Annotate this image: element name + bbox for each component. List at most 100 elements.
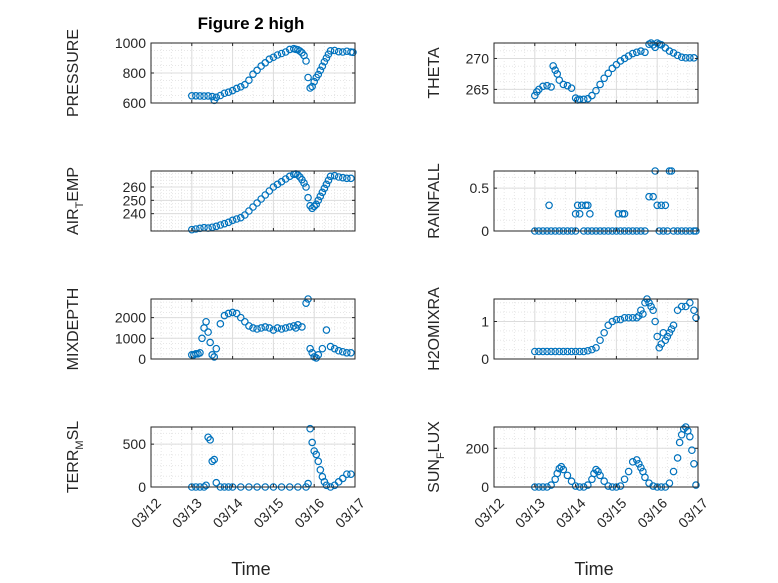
data-point — [600, 477, 608, 485]
data-point — [196, 92, 204, 100]
subplot-5: 0 1000 2000 MIXDEPTH — [65, 288, 356, 371]
data-point — [692, 481, 700, 489]
data-point — [584, 346, 592, 355]
data-point — [330, 171, 339, 180]
data-point — [334, 47, 343, 56]
data-point — [624, 313, 633, 322]
data-point — [349, 48, 357, 57]
y-axis-label: PRESSURE — [65, 29, 82, 117]
data-point — [649, 192, 657, 201]
data-point — [294, 321, 302, 329]
y-tick-label: 0 — [481, 479, 489, 495]
data-point — [573, 201, 582, 210]
data-point — [343, 470, 351, 478]
data-point — [563, 471, 572, 480]
data-point — [588, 345, 596, 354]
axes-box — [493, 170, 699, 232]
data-point — [298, 323, 306, 331]
y-tick-label: 1000 — [115, 330, 146, 346]
data-point — [208, 92, 217, 101]
data-point — [588, 91, 596, 100]
data-point — [661, 336, 670, 345]
y-tick-label: 1 — [481, 314, 489, 330]
data-point — [204, 92, 212, 100]
data-point — [316, 192, 325, 201]
data-point — [192, 92, 200, 100]
data-point — [300, 179, 308, 187]
axes-box — [150, 426, 356, 488]
x-tick-label: 03/16 — [291, 495, 327, 531]
data-point — [196, 224, 204, 233]
data-point — [686, 298, 694, 307]
data-point — [604, 69, 613, 78]
data-point — [224, 309, 233, 318]
data-point — [549, 62, 557, 70]
data-point — [616, 482, 625, 490]
data-point — [657, 201, 666, 210]
data-point — [314, 457, 323, 466]
data-point — [253, 66, 261, 75]
data-point — [632, 313, 641, 322]
data-point — [265, 55, 274, 64]
data-point — [547, 83, 555, 91]
data-point — [322, 54, 331, 62]
data-point — [665, 328, 674, 337]
x-tick-label: 03/13 — [512, 495, 548, 531]
subplot-7: 0 500 TERRMSL 03/12 03/13 03/14 03/15 03/16 03/1… — [65, 421, 368, 531]
y-tick-label: 600 — [123, 95, 147, 111]
data-point — [628, 49, 637, 58]
data-point — [245, 322, 253, 330]
data-point — [241, 211, 249, 219]
x-tick-label: 03/12 — [128, 495, 164, 531]
data-point — [310, 202, 319, 211]
data-point — [535, 347, 543, 356]
data-point — [220, 311, 229, 320]
data-point — [596, 80, 604, 89]
x-axis-label-right: Time — [574, 559, 613, 579]
data-point — [314, 351, 323, 359]
data-point — [555, 347, 564, 356]
data-point — [632, 456, 641, 464]
data-point — [347, 348, 355, 357]
data-point — [608, 317, 617, 326]
data-point — [539, 82, 547, 91]
y-tick-label: 0 — [481, 223, 489, 239]
data-point — [647, 302, 655, 311]
data-point — [334, 346, 343, 355]
data-point — [204, 328, 212, 336]
data-point — [655, 343, 664, 352]
data-point — [651, 317, 659, 326]
data-point — [269, 326, 278, 334]
data-point — [604, 482, 613, 490]
x-tick-label: 03/17 — [332, 495, 368, 531]
data-point — [210, 353, 219, 361]
y-tick-label: 1000 — [115, 35, 146, 51]
data-point — [232, 84, 241, 93]
data-point — [612, 60, 621, 69]
data-point — [563, 347, 572, 356]
y-tick-label: 260 — [123, 179, 147, 195]
y-axis-label: MIXDEPTH — [65, 288, 82, 371]
data-point — [579, 347, 588, 356]
data-point — [649, 482, 657, 490]
data-point — [265, 324, 274, 332]
data-point — [543, 81, 551, 90]
data-point — [312, 200, 321, 209]
data-point — [249, 203, 257, 211]
data-point — [551, 66, 560, 75]
data-point — [584, 481, 592, 489]
x-tick-label: 03/14 — [210, 495, 246, 531]
data-point — [347, 470, 355, 478]
data-point — [567, 477, 576, 485]
data-point — [281, 324, 290, 332]
y-tick-label: 250 — [123, 192, 147, 208]
data-point — [320, 184, 329, 193]
data-point — [675, 438, 684, 447]
data-point — [637, 463, 645, 472]
data-point — [206, 436, 214, 444]
axes-box — [493, 42, 699, 104]
data-point — [210, 455, 219, 464]
data-point — [188, 92, 196, 100]
data-point — [232, 309, 241, 318]
data-point — [579, 95, 588, 104]
